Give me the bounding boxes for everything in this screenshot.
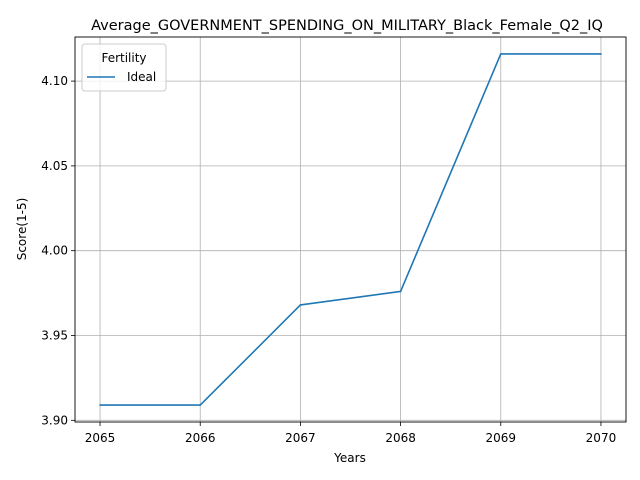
plot-area-frame [74, 36, 627, 423]
data-point [199, 404, 202, 406]
x-tick-label: 2068 [385, 431, 416, 445]
legend: Fertility Ideal [81, 43, 167, 92]
y-axis-label: Score(1-5) [15, 198, 29, 261]
grid-lines [75, 37, 626, 422]
x-axis-ticks: 2065 2066 2067 2068 2069 2070 [85, 422, 616, 445]
series-layer [99, 53, 602, 406]
legend-title: Fertility [101, 51, 146, 65]
data-point [600, 53, 602, 55]
data-point [499, 53, 502, 55]
data-point [399, 290, 402, 293]
y-tick-label: 4.10 [41, 74, 68, 88]
series-line-ideal [100, 53, 601, 406]
x-axis-label: Years [333, 451, 366, 465]
chart-title: Average_GOVERNMENT_SPENDING_ON_MILITARY_… [91, 18, 603, 34]
x-tick-label: 2066 [185, 431, 216, 445]
data-point [299, 304, 302, 306]
x-tick-label: 2070 [586, 431, 617, 445]
x-tick-label: 2069 [485, 431, 516, 445]
data-point [99, 404, 101, 406]
y-tick-label: 3.95 [41, 329, 68, 343]
y-tick-label: 4.05 [41, 159, 68, 173]
y-tick-label: 3.90 [41, 413, 68, 427]
x-tick-label: 2065 [85, 431, 116, 445]
legend-label-ideal: Ideal [127, 70, 156, 84]
x-tick-label: 2067 [285, 431, 316, 445]
legend-box [81, 43, 167, 92]
y-tick-label: 4.00 [41, 244, 68, 258]
y-axis-ticks: 3.90 3.95 4.00 4.05 4.10 [41, 74, 75, 427]
